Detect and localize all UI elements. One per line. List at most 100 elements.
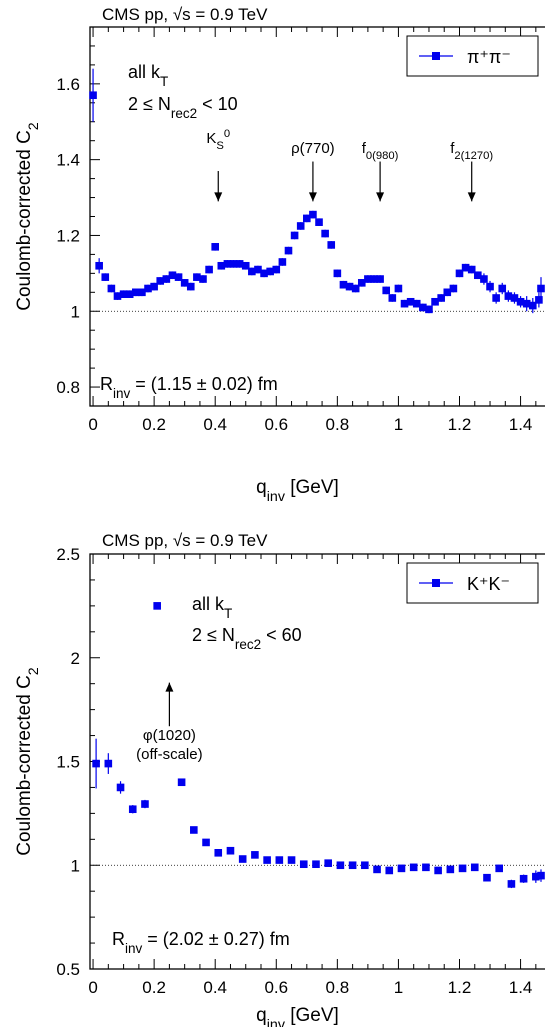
data-point	[205, 265, 213, 274]
point-marker	[470, 863, 479, 872]
data-point	[373, 865, 381, 874]
data-point	[125, 290, 134, 298]
point-marker	[177, 778, 186, 787]
point-marker	[101, 273, 110, 281]
data-point	[119, 290, 128, 298]
point-marker	[345, 282, 354, 291]
point-marker	[156, 277, 165, 285]
x-tick-label: 1.4	[509, 415, 533, 434]
data-point	[535, 292, 543, 308]
point-marker	[333, 269, 342, 278]
point-marker	[348, 861, 357, 870]
point-marker	[248, 267, 256, 276]
data-point	[180, 279, 189, 287]
data-point	[339, 280, 348, 289]
resonance-marker: ρ(770)	[291, 140, 335, 202]
point-marker	[238, 855, 247, 863]
data-point	[144, 284, 152, 293]
y-tick-label: 2.5	[56, 545, 80, 564]
point-marker	[361, 861, 369, 870]
point-marker	[168, 271, 177, 280]
data-point	[400, 299, 409, 308]
data-point	[138, 288, 146, 297]
data-point	[263, 856, 271, 864]
point-marker	[449, 284, 458, 293]
y-tick-label: 1	[71, 302, 80, 321]
point-marker	[443, 288, 452, 297]
point-marker	[254, 265, 262, 274]
point-marker	[495, 864, 503, 873]
data-point	[107, 284, 116, 293]
point-marker	[446, 865, 455, 874]
point-marker	[370, 275, 378, 283]
point-marker	[104, 759, 113, 768]
point-marker	[351, 284, 360, 293]
y-tick-label: 0.5	[56, 960, 80, 979]
point-marker	[95, 261, 103, 270]
point-marker	[150, 282, 158, 291]
point-marker	[132, 288, 140, 297]
plot-frame	[89, 26, 545, 407]
data-point	[272, 265, 281, 274]
data-point	[397, 864, 406, 873]
point-marker	[193, 273, 201, 281]
point-marker	[107, 284, 116, 293]
data-point	[504, 290, 513, 302]
data-point	[361, 861, 369, 870]
point-marker	[116, 783, 125, 792]
data-point	[156, 277, 165, 285]
point-marker	[287, 856, 296, 864]
y-tick-label: 2	[71, 649, 80, 668]
data-point	[266, 267, 274, 276]
x-tick-label: 0.2	[142, 415, 166, 434]
data-point	[287, 856, 296, 864]
point-marker	[260, 269, 268, 278]
data-point	[202, 838, 210, 847]
point-marker	[474, 271, 482, 280]
data-point	[348, 861, 357, 870]
resonance-label: φ(1020)	[143, 727, 196, 744]
x-tick-label: 0.4	[203, 978, 227, 997]
data-point	[370, 275, 378, 283]
point-marker	[480, 275, 488, 283]
data-point	[537, 277, 545, 300]
point-marker	[324, 859, 332, 867]
data-point	[437, 294, 445, 302]
chart-header: CMS pp, √s = 0.9 TeV	[102, 5, 268, 24]
point-marker	[397, 864, 406, 873]
x-tick-label: 1.2	[448, 415, 472, 434]
point-marker	[226, 846, 235, 855]
point-marker	[431, 297, 439, 306]
data-point	[199, 275, 207, 283]
point-marker	[141, 800, 149, 808]
x-tick-label: 0	[88, 415, 97, 434]
point-marker	[528, 301, 537, 310]
point-marker	[419, 303, 427, 312]
y-axis-label: Coulomb-corrected C2	[14, 122, 42, 311]
resonance-sublabel: (off-scale)	[136, 746, 202, 763]
point-marker	[89, 91, 97, 100]
data-point	[211, 243, 220, 251]
data-point	[419, 303, 427, 312]
data-point	[290, 231, 299, 240]
x-tick-label: 1.2	[448, 978, 472, 997]
point-marker	[510, 294, 519, 302]
data-point	[193, 273, 201, 281]
data-point	[190, 826, 198, 834]
annotation-nrec: 2 ≤ Nrec2 < 60	[192, 625, 302, 652]
resonance-arrowhead	[214, 192, 223, 202]
point-marker	[128, 805, 137, 814]
resonance-label: f0(980)	[362, 140, 399, 162]
point-marker	[537, 284, 545, 293]
data-point	[492, 292, 500, 304]
annotation-kt: all kT	[192, 594, 232, 621]
point-marker	[409, 863, 418, 872]
point-marker	[492, 294, 500, 302]
data-point	[312, 860, 320, 869]
resonance-arrowhead	[467, 192, 476, 202]
data-point	[150, 282, 158, 291]
point-marker	[357, 279, 366, 287]
data-point	[162, 275, 171, 283]
point-marker	[437, 294, 445, 302]
legend-marker	[432, 52, 440, 60]
